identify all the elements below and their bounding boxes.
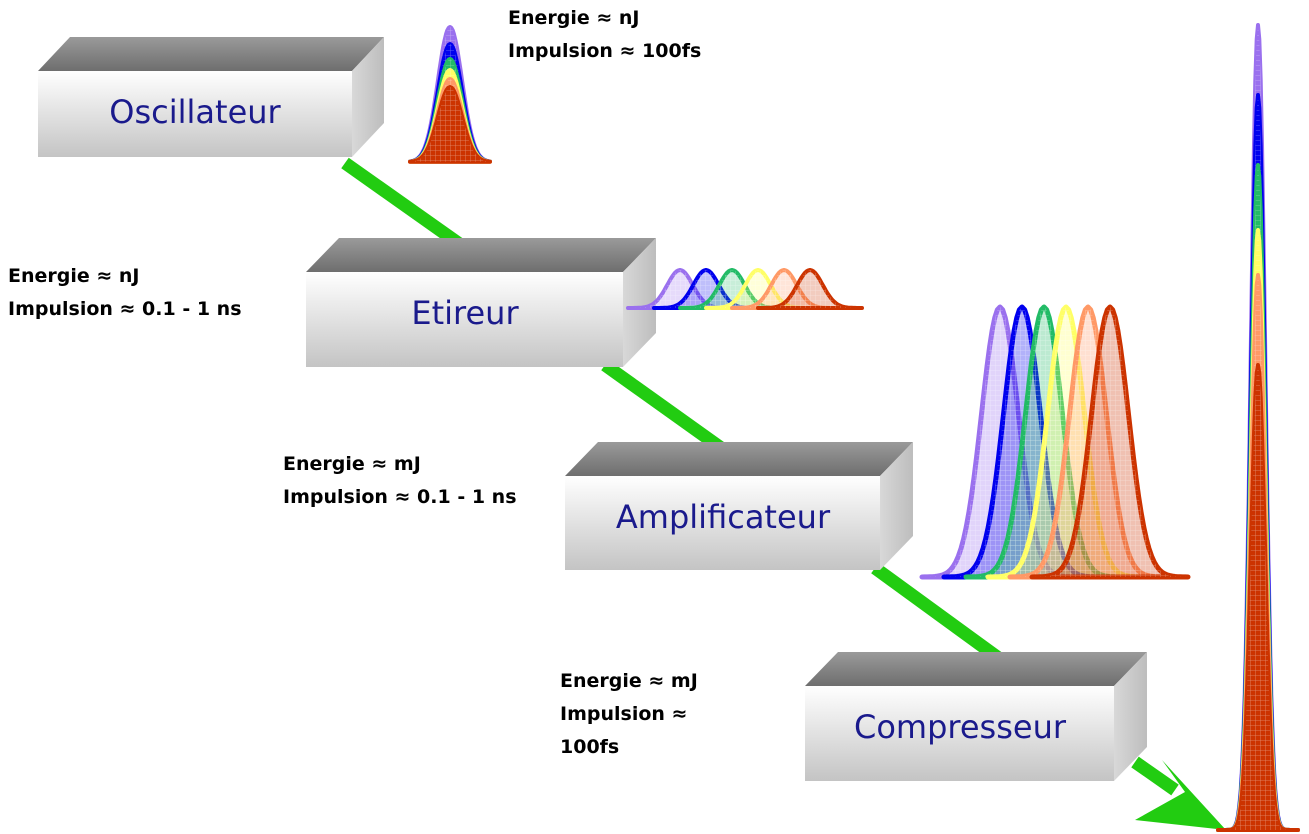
stage-label-compressor: Compresseur bbox=[854, 708, 1067, 746]
annotation-compressor: Energie ≈ mJ Impulsion ≈ 100fs bbox=[560, 665, 698, 764]
pulse-compressor-line2: 100fs bbox=[560, 736, 620, 758]
pulse-stretch-component-0-texture bbox=[628, 270, 732, 308]
pulse-out-component-5-texture bbox=[1218, 365, 1298, 830]
pulse-amplified bbox=[919, 304, 1191, 580]
pulse-compressed-output bbox=[1216, 23, 1300, 832]
output-arrow-icon bbox=[1135, 760, 1226, 830]
pulse-oscillator: Impulsion ≈ 100fs bbox=[508, 40, 702, 62]
pulse-short-oscillator bbox=[408, 25, 492, 164]
pulse-osc-component-5-texture bbox=[410, 87, 490, 162]
pulse-stretch-component-1-texture bbox=[654, 270, 758, 308]
pulse-stretch-component-4-texture bbox=[732, 270, 836, 308]
annotation-amplifier: Energie ≈ mJ Impulsion ≈ 0.1 - 1 ns bbox=[283, 448, 517, 514]
stage-label-oscillator: Oscillateur bbox=[109, 93, 281, 131]
pulse-stretch-component-2-texture bbox=[680, 270, 784, 308]
energy-oscillator: Energie ≈ nJ bbox=[508, 7, 640, 29]
pulse-stretch-component-3-texture bbox=[706, 270, 810, 308]
energy-stretcher: Energie ≈ nJ bbox=[8, 265, 140, 287]
pulse-stretched bbox=[626, 268, 864, 310]
pulse-compressor-line1: Impulsion ≈ bbox=[560, 703, 688, 725]
pulse-stretcher: Impulsion ≈ 0.1 - 1 ns bbox=[8, 298, 242, 320]
stage-label-stretcher: Etireur bbox=[411, 294, 519, 332]
energy-amplifier: Energie ≈ mJ bbox=[283, 453, 421, 475]
energy-compressor: Energie ≈ mJ bbox=[560, 670, 698, 692]
annotation-oscillator: Energie ≈ nJ Impulsion ≈ 100fs bbox=[508, 2, 701, 68]
annotation-stretcher: Energie ≈ nJ Impulsion ≈ 0.1 - 1 ns bbox=[8, 260, 242, 326]
stage-box-stretcher: Etireur bbox=[306, 238, 656, 367]
pulse-stretch-component-5-texture bbox=[758, 270, 862, 308]
beam-segment-compressor-output bbox=[1131, 756, 1179, 796]
stage-box-oscillator: Oscillateur bbox=[38, 37, 384, 157]
pulse-amp-component-5-texture bbox=[1032, 307, 1188, 577]
stage-box-amplifier: Amplificateur bbox=[565, 442, 913, 570]
pulse-amplifier: Impulsion ≈ 0.1 - 1 ns bbox=[283, 486, 517, 508]
stage-box-compressor: Compresseur bbox=[805, 652, 1147, 781]
stage-label-amplifier: Amplificateur bbox=[616, 498, 831, 536]
